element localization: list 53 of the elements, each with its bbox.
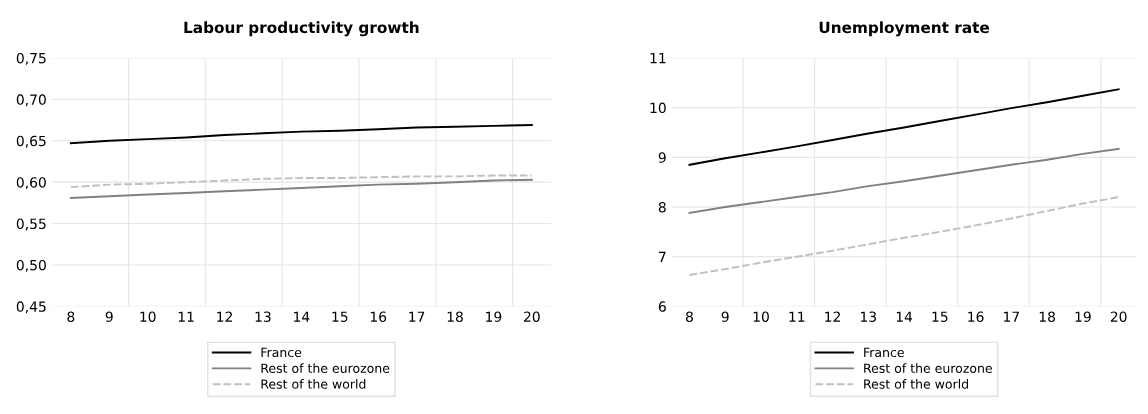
x-tick-label: 11	[789, 311, 805, 322]
line-series	[69, 174, 533, 189]
x-tick-label: 14	[896, 311, 913, 322]
legend-label: France	[261, 347, 302, 358]
x-tick-label: 19	[486, 311, 502, 322]
x-tick-label: 12	[825, 311, 840, 322]
y-tick-label: 0,70	[16, 94, 46, 107]
x-tick-label: 16	[968, 311, 984, 322]
y-tick-label: 10	[650, 102, 666, 114]
y-tick-label: 9	[658, 152, 666, 163]
x-tick-label: 18	[447, 311, 463, 322]
line-series	[688, 196, 1120, 277]
y-tick-label: 0,50	[16, 259, 46, 272]
legend-label: Rest of the world	[261, 379, 366, 389]
x-tick-label: 18	[1039, 311, 1055, 322]
x-tick-label: 14	[294, 311, 310, 322]
line-series	[688, 147, 1120, 214]
x-tick-label: 11	[178, 311, 194, 322]
x-tick-label: 10	[753, 311, 769, 322]
y-tick-label: 0,60	[16, 177, 46, 190]
line-series	[69, 178, 533, 199]
x-tick-label: 20	[1110, 311, 1127, 322]
x-tick-label: 13	[255, 311, 271, 322]
x-tick-label: 17	[409, 311, 425, 322]
x-tick-label: 19	[1075, 311, 1091, 322]
legend-label: Rest of the world	[864, 379, 968, 389]
line-series	[69, 124, 533, 145]
y-tick-label: 8	[658, 201, 666, 213]
chart-title: Unemployment rate	[819, 21, 990, 37]
x-tick-label: 10	[140, 311, 156, 322]
x-tick-label: 12	[217, 311, 232, 322]
y-tick-label: 0,65	[16, 135, 46, 148]
y-tick-label: 7	[659, 251, 666, 262]
x-tick-label: 15	[332, 311, 348, 322]
x-tick-label: 17	[1004, 311, 1019, 322]
y-tick-label: 0,45	[16, 301, 46, 314]
x-tick-label: 8	[685, 311, 693, 322]
y-tick-label: 11	[650, 53, 666, 64]
legend-label: France	[864, 347, 904, 358]
x-tick-label: 16	[370, 311, 387, 322]
x-tick-label: 20	[524, 311, 540, 322]
y-tick-label: 6	[658, 301, 666, 312]
line-series	[688, 88, 1120, 166]
x-tick-label: 8	[67, 311, 75, 322]
x-tick-label: 15	[932, 311, 948, 322]
chart-title: Labour productivity growth	[184, 21, 419, 37]
y-tick-label: 0,75	[16, 52, 46, 65]
legend-label: Rest of the eurozone	[261, 363, 390, 373]
legend-label: Rest of the eurozone	[864, 363, 992, 373]
y-tick-label: 0,55	[16, 218, 46, 231]
x-tick-label: 13	[860, 311, 877, 322]
x-tick-label: 9	[721, 311, 729, 322]
x-tick-label: 9	[105, 311, 113, 322]
